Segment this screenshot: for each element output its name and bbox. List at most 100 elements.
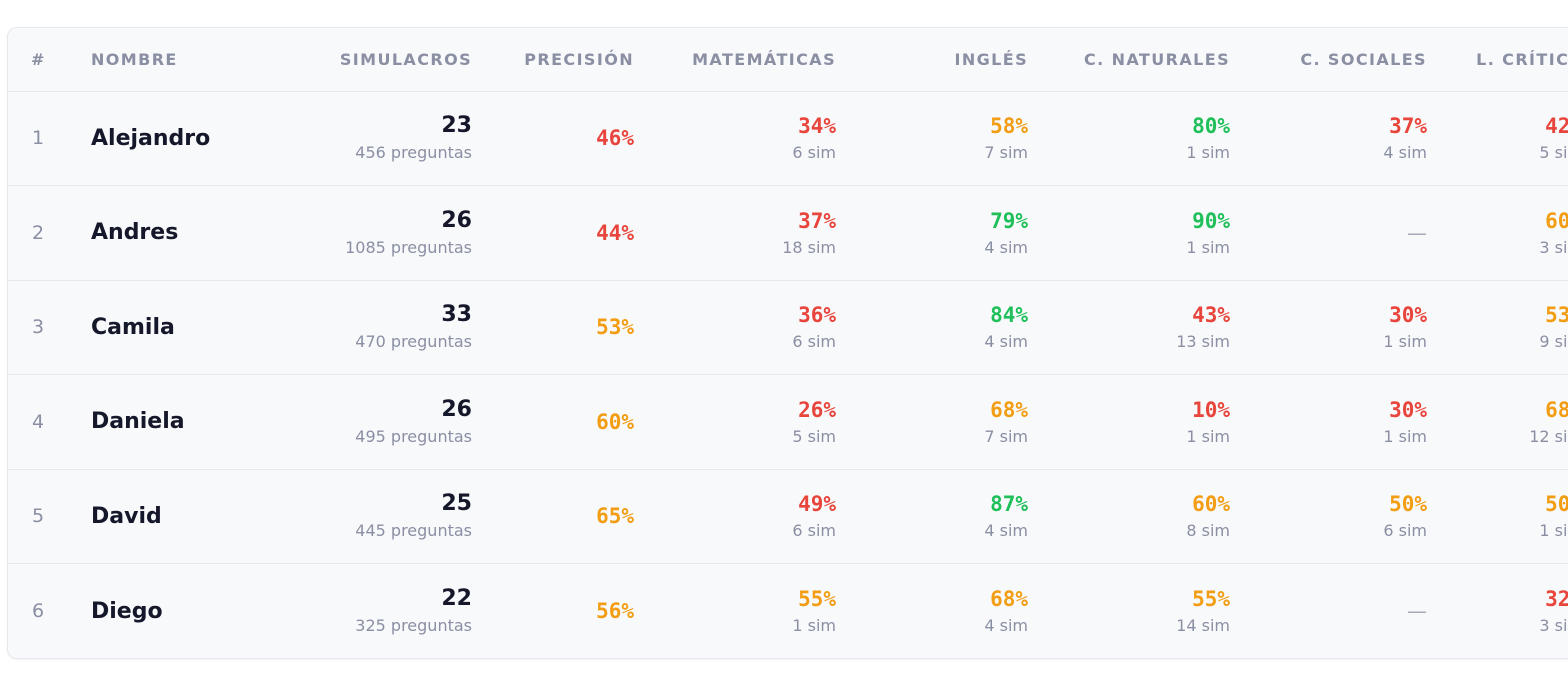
matematicas-sim-count: 1 sim xyxy=(792,616,836,635)
c-sociales-percent: 37% xyxy=(1389,114,1427,139)
c-naturales-sim-count: 1 sim xyxy=(1186,426,1230,446)
ingles-percent: 79% xyxy=(990,208,1028,233)
c-sociales-cell: 37% 4 sim xyxy=(1230,91,1427,186)
matematicas-sim-count: 6 sim xyxy=(792,521,836,541)
header-nombre[interactable]: NOMBRE xyxy=(76,28,242,92)
c-naturales-sim-count: 13 sim xyxy=(1176,332,1230,352)
c-naturales-cell: 55% 14 sim xyxy=(1028,564,1230,659)
header-l-critica[interactable]: L. CRÍTICA xyxy=(1427,28,1568,92)
precision-cell: 46% xyxy=(472,91,634,186)
l-critica-percent: 68% xyxy=(1545,397,1568,422)
c-naturales-sim-count: 1 sim xyxy=(1186,143,1230,163)
ingles-percent: 87% xyxy=(990,492,1028,517)
ingles-percent: 84% xyxy=(990,303,1028,328)
header-simulacros[interactable]: SIMULACROS xyxy=(242,28,472,92)
table-row[interactable]: 6 Diego 22 325 preguntas 56% 55% 1 sim 68% 4 sim… xyxy=(8,564,1568,659)
c-sociales-cell: 30% 1 sim xyxy=(1230,375,1427,470)
c-sociales-sim-count: 4 sim xyxy=(1383,143,1427,163)
c-naturales-percent: 10% xyxy=(1192,397,1230,422)
student-name: Camila xyxy=(91,314,175,340)
ingles-percent: 68% xyxy=(990,587,1028,611)
l-critica-sim-count: 3 sim xyxy=(1539,237,1568,257)
matematicas-percent: 55% xyxy=(798,587,836,611)
row-index: 2 xyxy=(32,221,45,244)
simulacros-cell: 33 470 preguntas xyxy=(242,280,472,375)
ingles-cell: 68% 4 sim xyxy=(836,564,1028,659)
table-row[interactable]: 4 Daniela 26 495 preguntas 60% 26% 5 sim 68% 7 s… xyxy=(8,375,1568,470)
c-naturales-cell: 60% 8 sim xyxy=(1028,469,1230,564)
header-matematicas[interactable]: MATEMÁTICAS xyxy=(634,28,836,92)
row-index: 5 xyxy=(32,505,45,528)
l-critica-percent: 42% xyxy=(1545,114,1568,139)
row-index: 3 xyxy=(32,316,45,339)
matematicas-percent: 36% xyxy=(798,303,836,328)
row-index: 4 xyxy=(32,410,45,433)
c-sociales-cell: — xyxy=(1230,564,1427,659)
simulacros-cell: 22 325 preguntas xyxy=(242,564,472,659)
ingles-sim-count: 4 sim xyxy=(984,521,1028,541)
c-sociales-cell: 30% 1 sim xyxy=(1230,280,1427,375)
matematicas-cell: 36% 6 sim xyxy=(634,280,836,375)
matematicas-cell: 37% 18 sim xyxy=(634,186,836,281)
simulacros-count: 26 xyxy=(441,207,472,233)
l-critica-sim-count: 12 sim xyxy=(1529,426,1568,446)
l-critica-cell: 42% 5 sim xyxy=(1427,91,1568,186)
precision-value: 44% xyxy=(596,220,634,245)
c-naturales-percent: 80% xyxy=(1192,114,1230,139)
l-critica-cell: 32% 3 sim xyxy=(1427,564,1568,659)
ingles-cell: 87% 4 sim xyxy=(836,469,1028,564)
c-naturales-cell: 80% 1 sim xyxy=(1028,91,1230,186)
l-critica-percent: 60% xyxy=(1545,208,1568,233)
ingles-sim-count: 4 sim xyxy=(984,616,1028,635)
header-precision[interactable]: PRECISIÓN xyxy=(472,28,634,92)
matematicas-cell: 34% 6 sim xyxy=(634,91,836,186)
ingles-cell: 84% 4 sim xyxy=(836,280,1028,375)
matematicas-cell: 26% 5 sim xyxy=(634,375,836,470)
matematicas-percent: 26% xyxy=(798,397,836,422)
header-ingles[interactable]: INGLÉS xyxy=(836,28,1028,92)
empty-value-dash: — xyxy=(1407,599,1427,623)
c-naturales-cell: 43% 13 sim xyxy=(1028,280,1230,375)
table-row[interactable]: 1 Alejandro 23 456 preguntas 46% 34% 6 sim 58% 7… xyxy=(8,91,1568,186)
c-sociales-sim-count: 1 sim xyxy=(1383,426,1427,446)
c-sociales-cell: — xyxy=(1230,186,1427,281)
table-row[interactable]: 3 Camila 33 470 preguntas 53% 36% 6 sim 84% 4 si… xyxy=(8,280,1568,375)
simulacros-count: 23 xyxy=(441,113,472,139)
questions-count: 325 preguntas xyxy=(355,616,472,635)
simulacros-cell: 25 445 preguntas xyxy=(242,469,472,564)
header-c-sociales[interactable]: C. SOCIALES xyxy=(1230,28,1427,92)
matematicas-percent: 49% xyxy=(798,492,836,517)
c-naturales-sim-count: 1 sim xyxy=(1186,237,1230,257)
precision-value: 46% xyxy=(596,126,634,151)
questions-count: 495 preguntas xyxy=(355,426,472,446)
precision-cell: 44% xyxy=(472,186,634,281)
simulacros-cell: 26 1085 preguntas xyxy=(242,186,472,281)
student-name: Alejandro xyxy=(91,125,211,151)
matematicas-sim-count: 5 sim xyxy=(792,426,836,446)
c-sociales-percent: 30% xyxy=(1389,397,1427,422)
header-c-naturales[interactable]: C. NATURALES xyxy=(1028,28,1230,92)
header-index[interactable]: # xyxy=(8,28,76,92)
student-name: Diego xyxy=(91,598,163,624)
matematicas-percent: 37% xyxy=(798,208,836,233)
simulacros-cell: 23 456 preguntas xyxy=(242,91,472,186)
results-table-card: # NOMBRE SIMULACROS PRECISIÓN MATEMÁTICA… xyxy=(7,27,1568,659)
l-critica-percent: 53% xyxy=(1545,303,1568,328)
c-naturales-sim-count: 14 sim xyxy=(1176,616,1230,635)
c-naturales-percent: 60% xyxy=(1192,492,1230,517)
precision-cell: 65% xyxy=(472,469,634,564)
c-naturales-percent: 55% xyxy=(1192,587,1230,611)
simulacros-count: 25 xyxy=(441,491,472,517)
ingles-sim-count: 4 sim xyxy=(984,332,1028,352)
ingles-percent: 68% xyxy=(990,397,1028,422)
precision-value: 56% xyxy=(596,599,634,623)
matematicas-cell: 55% 1 sim xyxy=(634,564,836,659)
questions-count: 456 preguntas xyxy=(355,143,472,163)
questions-count: 1085 preguntas xyxy=(345,237,472,257)
table-row[interactable]: 5 David 25 445 preguntas 65% 49% 6 sim 87% 4 sim… xyxy=(8,469,1568,564)
c-naturales-percent: 90% xyxy=(1192,208,1230,233)
table-row[interactable]: 2 Andres 26 1085 preguntas 44% 37% 18 sim 79% 4 … xyxy=(8,186,1568,281)
c-naturales-cell: 10% 1 sim xyxy=(1028,375,1230,470)
questions-count: 445 preguntas xyxy=(355,521,472,541)
c-sociales-percent: 50% xyxy=(1389,492,1427,517)
